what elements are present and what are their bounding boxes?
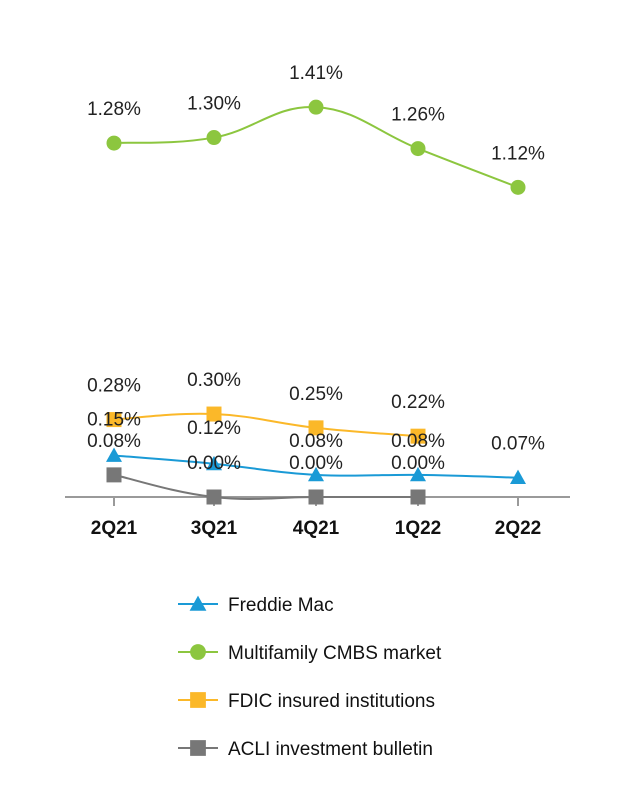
legend: Freddie Mac Multifamily CMBS market FDIC i… bbox=[178, 595, 442, 760]
data-label: 0.15% bbox=[87, 410, 141, 431]
x-tick-label: 1Q22 bbox=[395, 518, 441, 539]
data-point bbox=[206, 406, 222, 422]
legend-label: Multifamily CMBS market bbox=[228, 643, 442, 664]
data-label: 0.08% bbox=[87, 431, 141, 452]
data-label: 0.22% bbox=[391, 392, 445, 413]
x-tick-label: 2Q22 bbox=[495, 518, 541, 539]
legend-marker bbox=[190, 740, 206, 756]
series-line bbox=[113, 412, 419, 438]
data-point bbox=[410, 466, 426, 482]
data-point bbox=[308, 99, 324, 115]
series-line bbox=[113, 106, 519, 189]
data-point bbox=[106, 447, 122, 462]
data-label: 0.00% bbox=[289, 453, 343, 474]
series-multifamily-cmbs-market bbox=[106, 99, 526, 195]
data-point bbox=[206, 489, 222, 505]
x-tick-label: 4Q21 bbox=[293, 518, 340, 539]
data-point bbox=[308, 466, 324, 482]
data-point bbox=[206, 130, 222, 146]
series-freddie-mac bbox=[106, 447, 526, 485]
data-point bbox=[308, 489, 324, 505]
series-acli-investment-bulletin bbox=[106, 467, 426, 505]
legend-item-multifamily-cmbs-market: Multifamily CMBS market bbox=[178, 643, 442, 664]
legend-marker bbox=[190, 692, 206, 708]
data-label: 0.12% bbox=[187, 418, 241, 439]
data-label: 0.25% bbox=[289, 384, 343, 405]
legend-label: ACLI investment bulletin bbox=[228, 739, 433, 760]
legend-label: Freddie Mac bbox=[228, 595, 334, 616]
legend-item-freddie-mac: Freddie Mac bbox=[178, 595, 334, 616]
data-point bbox=[106, 467, 122, 483]
legend-marker bbox=[190, 644, 206, 660]
x-tick-label: 2Q21 bbox=[91, 518, 138, 539]
data-label: 0.28% bbox=[87, 376, 141, 397]
data-point bbox=[510, 179, 526, 195]
data-point bbox=[410, 141, 426, 157]
legend-item-acli-investment-bulletin: ACLI investment bulletin bbox=[178, 739, 433, 760]
series-line bbox=[113, 473, 419, 500]
data-label: 1.26% bbox=[391, 105, 445, 126]
series-fdic-insured-institutions bbox=[106, 406, 426, 444]
x-tick-label: 3Q21 bbox=[191, 518, 238, 539]
data-label: 1.41% bbox=[289, 63, 343, 84]
legend-label: FDIC insured institutions bbox=[228, 691, 435, 712]
data-point bbox=[510, 469, 526, 485]
data-point bbox=[308, 420, 324, 436]
data-point bbox=[206, 455, 222, 471]
legend-item-fdic-insured-institutions: FDIC insured institutions bbox=[178, 691, 435, 712]
data-label: 0.07% bbox=[491, 434, 545, 455]
data-point bbox=[410, 489, 426, 505]
data-label: 0.30% bbox=[187, 370, 241, 391]
data-label: 0.00% bbox=[391, 453, 445, 474]
data-point bbox=[106, 412, 122, 428]
data-point bbox=[106, 135, 122, 151]
data-label: 0.08% bbox=[289, 431, 343, 452]
data-label: 1.28% bbox=[87, 99, 141, 120]
data-label: 0.00% bbox=[187, 453, 241, 474]
data-label: 1.30% bbox=[187, 94, 241, 115]
data-label: 0.08% bbox=[391, 431, 445, 452]
data-label: 1.12% bbox=[491, 143, 545, 164]
legend-marker bbox=[189, 595, 207, 611]
data-point bbox=[410, 428, 426, 444]
